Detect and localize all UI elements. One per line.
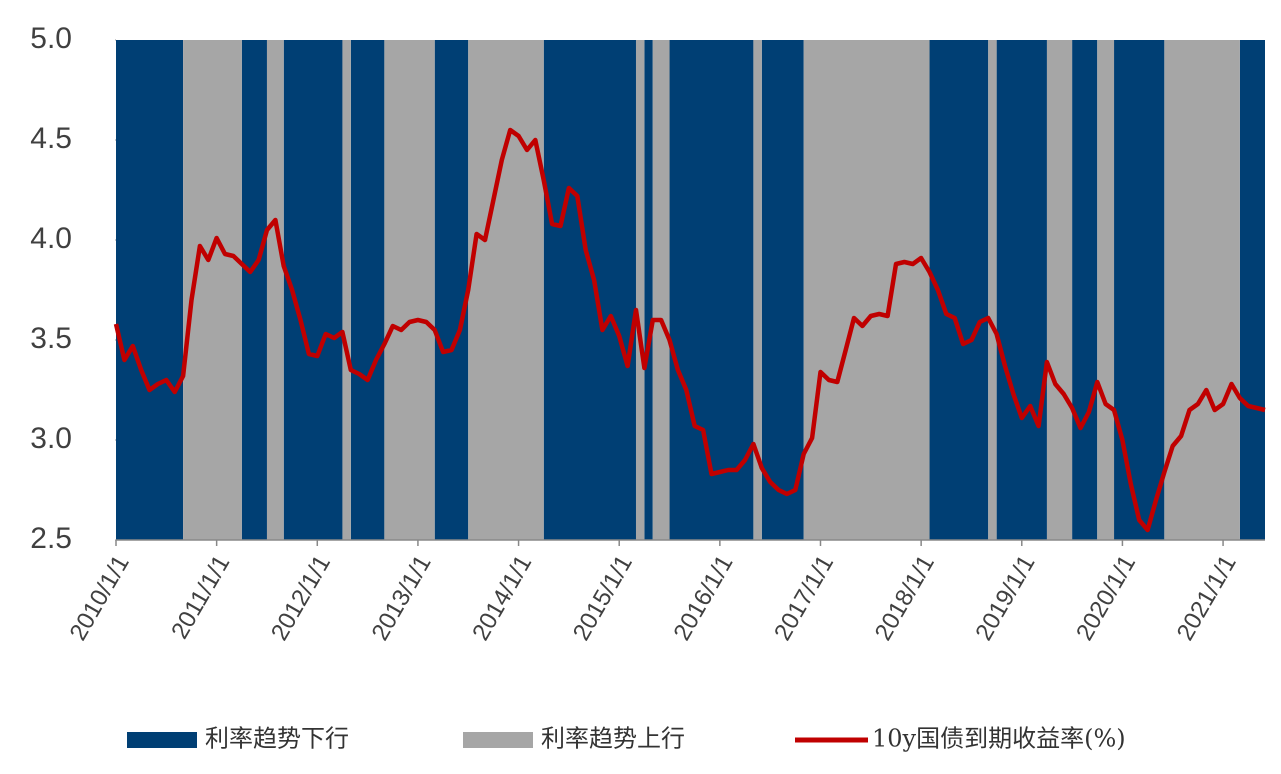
x-tick-label: 2019/1/1 bbox=[970, 551, 1040, 645]
regime-band bbox=[644, 40, 653, 540]
regime-band bbox=[116, 40, 184, 540]
y-tick-label: 3.5 bbox=[30, 322, 72, 355]
regime-band bbox=[342, 40, 351, 540]
y-tick-label: 2.5 bbox=[30, 522, 72, 555]
x-tick-label: 2015/1/1 bbox=[568, 551, 638, 645]
legend-label: 利率趋势上行 bbox=[541, 725, 685, 753]
y-tick-label: 4.0 bbox=[30, 222, 72, 255]
regime-band bbox=[635, 40, 645, 540]
regime-band bbox=[996, 40, 1047, 540]
legend-label: 10y国债到期收益率(%) bbox=[872, 725, 1126, 753]
x-tick-label: 2021/1/1 bbox=[1172, 551, 1242, 645]
yield-line bbox=[113, 127, 1266, 533]
y-tick-label: 4.5 bbox=[30, 122, 72, 155]
x-tick-label: 2012/1/1 bbox=[266, 551, 336, 645]
regime-band bbox=[266, 40, 284, 540]
regime-band bbox=[1072, 40, 1098, 540]
x-tick-label: 2011/1/1 bbox=[166, 551, 235, 644]
x-tick-label: 2018/1/1 bbox=[870, 551, 940, 645]
x-tick-label: 2010/1/1 bbox=[65, 551, 135, 645]
x-tick-label: 2017/1/1 bbox=[769, 551, 839, 645]
regime-band bbox=[1239, 40, 1265, 540]
x-tick-label: 2016/1/1 bbox=[668, 551, 738, 645]
x-tick-label: 2013/1/1 bbox=[367, 551, 437, 645]
regime-band bbox=[988, 40, 997, 540]
y-tick-label: 3.0 bbox=[30, 422, 72, 455]
x-tick-label: 2020/1/1 bbox=[1071, 551, 1141, 645]
x-tick-label: 2014/1/1 bbox=[467, 551, 537, 645]
regime-band bbox=[669, 40, 754, 540]
regime-band bbox=[468, 40, 544, 540]
regime-band bbox=[761, 40, 804, 540]
regime-band bbox=[753, 40, 762, 540]
regime-band bbox=[1097, 40, 1115, 540]
regime-band bbox=[350, 40, 385, 540]
regime-band bbox=[241, 40, 267, 540]
regime-band bbox=[652, 40, 670, 540]
legend-label: 利率趋势下行 bbox=[205, 725, 349, 753]
regime-band bbox=[1114, 40, 1165, 540]
regime-band bbox=[434, 40, 469, 540]
legend-swatch bbox=[127, 732, 197, 748]
regime-band bbox=[803, 40, 930, 540]
regime-band bbox=[543, 40, 636, 540]
regime-band bbox=[1046, 40, 1073, 540]
regime-band bbox=[384, 40, 435, 540]
legend-swatch bbox=[463, 732, 533, 748]
y-tick-label: 5.0 bbox=[30, 22, 72, 55]
regime-band bbox=[1164, 40, 1240, 540]
